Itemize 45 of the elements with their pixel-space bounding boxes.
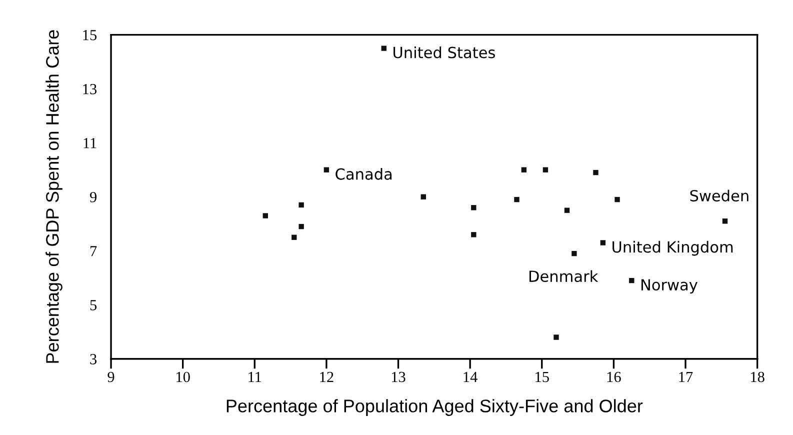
x-tick-label: 11	[248, 372, 262, 382]
point	[564, 208, 570, 213]
annotation: Sweden	[690, 190, 748, 202]
x-tick-label: 16	[607, 372, 621, 382]
annotation: Denmark	[529, 270, 598, 282]
x-tick-label: 9	[108, 372, 114, 382]
point	[324, 167, 330, 172]
point	[471, 232, 476, 238]
x-tick-label: 15	[536, 372, 549, 382]
annotation: United Kingdom	[612, 240, 733, 256]
y-tick-label: 5	[90, 300, 97, 310]
y-tick-label: 15	[83, 30, 97, 40]
y-tick-label: 3	[90, 354, 97, 364]
point	[420, 194, 426, 200]
x-tick-label: 13	[392, 372, 406, 382]
annotation: Norway	[641, 279, 698, 294]
point	[521, 167, 527, 172]
point	[298, 202, 304, 208]
y-tick-label: 11	[84, 138, 96, 148]
y-tick-label: 13	[83, 84, 97, 94]
point	[722, 218, 728, 224]
x-tick-label: 10	[176, 372, 190, 382]
point	[593, 170, 598, 176]
point	[262, 213, 268, 218]
point	[600, 240, 606, 246]
y-tick-label: 7	[90, 246, 97, 256]
x-tick-label: 17	[679, 372, 693, 382]
point	[298, 224, 304, 230]
point	[614, 196, 620, 202]
point	[554, 334, 559, 340]
y-axis-title: Percentage of GDP Spent on Health Care	[46, 30, 62, 363]
point	[542, 167, 548, 172]
annotation: United States	[394, 46, 495, 58]
point	[514, 196, 520, 202]
x-tick-label: 14	[464, 372, 478, 382]
x-tick-label: 12	[320, 372, 334, 382]
point	[381, 46, 386, 51]
x-axis-title: Percentage of Population Aged Sixty-Five and Older	[226, 399, 643, 416]
annotation: Canada	[336, 168, 392, 180]
point	[471, 205, 476, 210]
x-tick-label: 18	[751, 372, 764, 382]
point	[292, 234, 297, 240]
point	[629, 278, 634, 284]
y-tick-label: 9	[90, 192, 97, 202]
point	[572, 250, 577, 256]
